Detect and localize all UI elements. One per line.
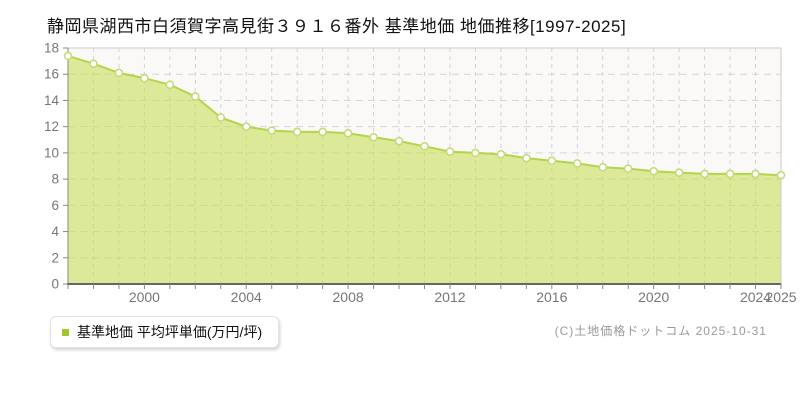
svg-text:12: 12 bbox=[44, 119, 59, 134]
price-trend-area-chart: 0 2 4 6 8 10 12 14 16 18 2000 2004 2008 2012 2016 2020 2… bbox=[44, 41, 797, 306]
svg-text:8: 8 bbox=[51, 172, 59, 187]
svg-text:16: 16 bbox=[44, 67, 59, 82]
svg-text:2004: 2004 bbox=[231, 289, 262, 305]
svg-text:2000: 2000 bbox=[129, 289, 160, 305]
svg-text:0: 0 bbox=[51, 277, 59, 292]
svg-text:14: 14 bbox=[44, 93, 60, 108]
svg-text:2016: 2016 bbox=[536, 289, 567, 305]
svg-text:6: 6 bbox=[51, 198, 59, 213]
svg-text:2024: 2024 bbox=[740, 289, 771, 305]
copyright-text: (C)土地価格ドットコム 2025-10-31 bbox=[554, 324, 767, 338]
svg-text:2012: 2012 bbox=[434, 289, 465, 305]
svg-text:4: 4 bbox=[51, 224, 59, 239]
chart-title: 静岡県湖西市白須賀字高見街３９１６番外 基準地価 地価推移[1997-2025] bbox=[47, 17, 627, 36]
svg-text:2025: 2025 bbox=[765, 289, 796, 305]
svg-text:2020: 2020 bbox=[638, 289, 669, 305]
svg-text:2008: 2008 bbox=[333, 289, 364, 305]
svg-text:18: 18 bbox=[44, 41, 59, 56]
legend: 基準地価 平均坪単価(万円/坪) bbox=[50, 316, 280, 348]
svg-text:2: 2 bbox=[51, 250, 59, 265]
legend-label: 基準地価 平均坪単価(万円/坪) bbox=[77, 324, 263, 340]
legend-marker-icon bbox=[62, 328, 69, 336]
svg-text:10: 10 bbox=[44, 145, 59, 160]
